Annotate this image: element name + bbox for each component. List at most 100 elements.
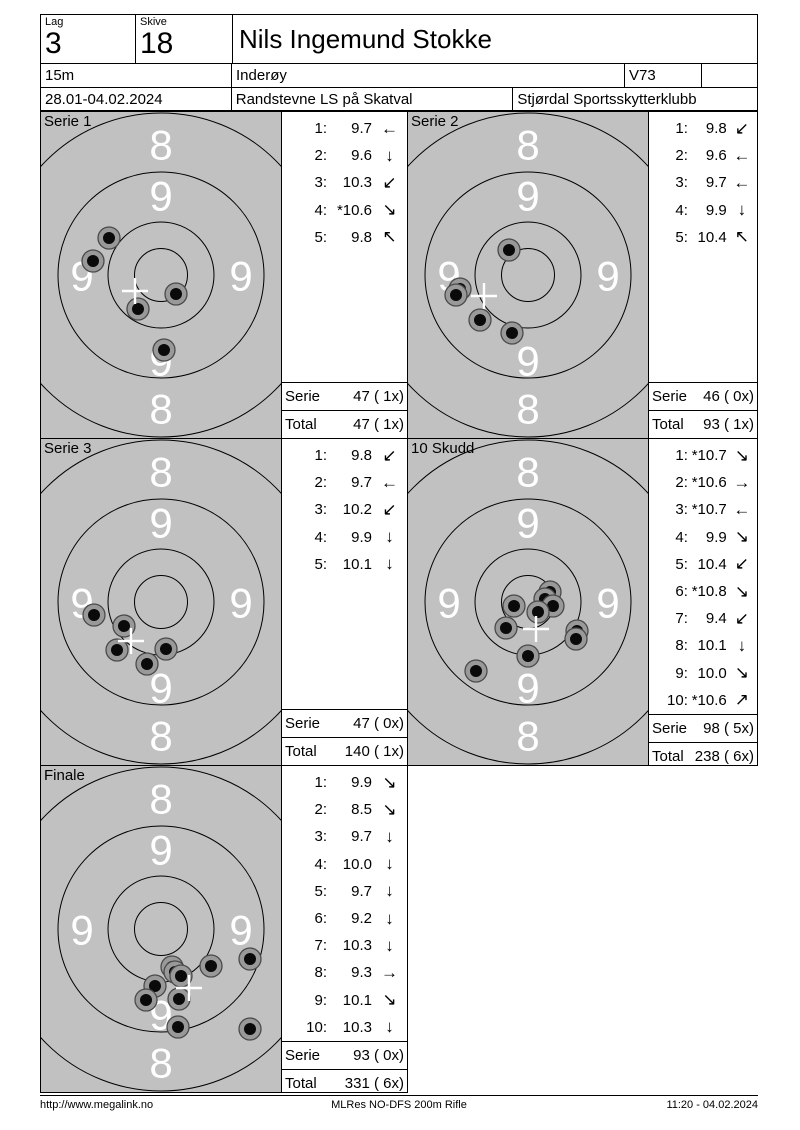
- shot-row: 9: 10.1 ↘: [282, 987, 407, 1014]
- ring-number: 9: [149, 827, 172, 874]
- shot-direction-arrow-icon: ↘: [734, 527, 749, 547]
- serie-sum-label: Serie: [285, 1046, 321, 1064]
- shot-value: 9.6: [705, 147, 727, 165]
- shot-number: 3:: [314, 828, 327, 846]
- header-row-3: 28.01-04.02.2024 Randstevne LS på Skatva…: [40, 87, 758, 111]
- shot-number: 1:: [675, 447, 688, 465]
- shot-number: 2:: [675, 474, 688, 492]
- shot-number: 9:: [675, 664, 688, 682]
- shot-direction-arrow-icon: ↓: [737, 635, 747, 655]
- total-sum-value: 238 ( 6x): [694, 747, 754, 765]
- shot-hole: [152, 338, 176, 362]
- total-sum-row: Total 331 ( 6x): [282, 1068, 407, 1097]
- ring-number: 9: [149, 500, 172, 547]
- shot-row: 2: 8.5 ↘: [282, 796, 407, 823]
- total-sum-label: Total: [285, 1074, 317, 1092]
- total-sum-row: Total 238 ( 6x): [649, 741, 757, 770]
- score-column: 1: 9.9 ↘ 2: 8.5 ↘ 3: 9.7 ↓ 4: 10.0 ↓ 5: 9.7 ↓ 6: 9.2 ↓ 7: 1…: [281, 766, 407, 1092]
- total-sum-label: Total: [285, 743, 317, 760]
- shot-direction-arrow-icon: ↘: [382, 772, 397, 792]
- date-range-cell: 28.01-04.02.2024: [40, 87, 232, 111]
- lag-label: Lag: [45, 16, 64, 28]
- target-ring: [134, 248, 188, 302]
- footer-program: MLRes NO-DFS 200m Rifle: [331, 1099, 467, 1111]
- shot-direction-arrow-icon: ↘: [382, 799, 397, 819]
- shot-direction-arrow-icon: ↙: [734, 608, 749, 628]
- serie-sum-value: 47 ( 1x): [353, 388, 404, 405]
- shot-hole: [516, 644, 540, 668]
- shot-value: 9.7: [351, 882, 372, 900]
- shot-hole: [500, 321, 524, 345]
- score-column: 1: 9.8 ↙ 2: 9.6 ← 3: 9.7 ← 4: 9.9 ↓ 5: 10.4 ↖ Serie 46…: [648, 112, 757, 438]
- shot-hole: [526, 600, 550, 624]
- ring-number: 9: [516, 173, 539, 220]
- shot-value: 9.9: [351, 774, 372, 792]
- shot-row: 5: 9.7 ↓: [282, 878, 407, 905]
- shot-hole: [169, 964, 193, 988]
- shot-value: 9.7: [351, 474, 372, 492]
- ring-number: 8: [149, 122, 172, 169]
- footer-timestamp: 11:20 - 04.02.2024: [666, 1099, 758, 1111]
- shot-value: 9.6: [351, 147, 372, 165]
- shot-direction-arrow-icon: ←: [733, 172, 751, 192]
- shot-value: *10.6: [691, 691, 727, 709]
- class-cell: V73: [624, 63, 702, 88]
- shot-row: 4: 9.9 ↓: [649, 197, 757, 224]
- panel-label: Serie 3: [44, 440, 92, 457]
- shot-hole: [112, 614, 136, 638]
- shot-value: 9.7: [351, 120, 372, 138]
- mpi-cross-icon: [122, 278, 148, 304]
- shot-row: 1: *10.7 ↘: [649, 442, 757, 469]
- serie-sum-label: Serie: [652, 388, 688, 405]
- lag-value: 3: [45, 27, 62, 60]
- empty-cell: [701, 63, 758, 88]
- shot-number: 2:: [314, 147, 327, 165]
- summary-rows: Serie 47 ( 1x) Total 47 ( 1x): [282, 382, 407, 438]
- target-ring: [41, 766, 281, 1092]
- ring-number: 9: [516, 665, 539, 712]
- shot-direction-arrow-icon: ↙: [734, 118, 749, 138]
- shot-number: 3:: [675, 501, 688, 519]
- serie-sum-label: Serie: [285, 388, 321, 405]
- shot-hole: [238, 947, 262, 971]
- shot-hole: [464, 659, 488, 683]
- shot-hole: [497, 238, 521, 262]
- shot-row: 1: 9.9 ↘: [282, 769, 407, 796]
- organizer-cell: Stjørdal Sportsskytterklubb: [512, 87, 758, 111]
- shot-row: 5: 10.4 ↙: [649, 551, 757, 578]
- mpi-cross-icon: [176, 975, 202, 1001]
- shot-value: 9.9: [351, 528, 372, 546]
- shot-number: 3:: [314, 501, 327, 519]
- score-report-sheet: Lag 3 Skive 18 Nils Ingemund Stokke 15m …: [40, 14, 758, 1111]
- shot-row: 4: 9.9 ↘: [649, 524, 757, 551]
- shot-direction-arrow-icon: ↓: [385, 826, 394, 846]
- shot-row: 4: 9.9 ↓: [282, 524, 407, 551]
- shot-row: 3: 9.7 ←: [649, 169, 757, 196]
- mpi-cross-icon: [523, 616, 549, 642]
- target-ring: [107, 221, 215, 329]
- ring-number: 9: [229, 907, 252, 954]
- shot-number: 1:: [314, 120, 327, 138]
- summary-rows: Serie 93 ( 0x) Total 331 ( 6x): [282, 1040, 407, 1097]
- shot-row: 5: 10.4 ↖: [649, 224, 757, 251]
- shot-direction-arrow-icon: ←: [733, 145, 751, 165]
- panel-label: Serie 1: [44, 113, 92, 130]
- shot-value: 9.8: [351, 228, 372, 246]
- shot-value: 9.8: [351, 447, 372, 465]
- shot-hole: [564, 627, 588, 651]
- shot-number: 4:: [675, 528, 688, 546]
- shot-hole: [494, 616, 518, 640]
- shot-row: 6: *10.8 ↘: [649, 578, 757, 605]
- total-sum-row: Total 93 ( 1x): [649, 410, 757, 438]
- shot-number: 4:: [314, 201, 327, 219]
- shot-direction-arrow-icon: →: [381, 962, 398, 982]
- header-row-2: 15m Inderøy V73: [40, 63, 758, 88]
- serie-sum-value: 98 ( 5x): [703, 719, 754, 737]
